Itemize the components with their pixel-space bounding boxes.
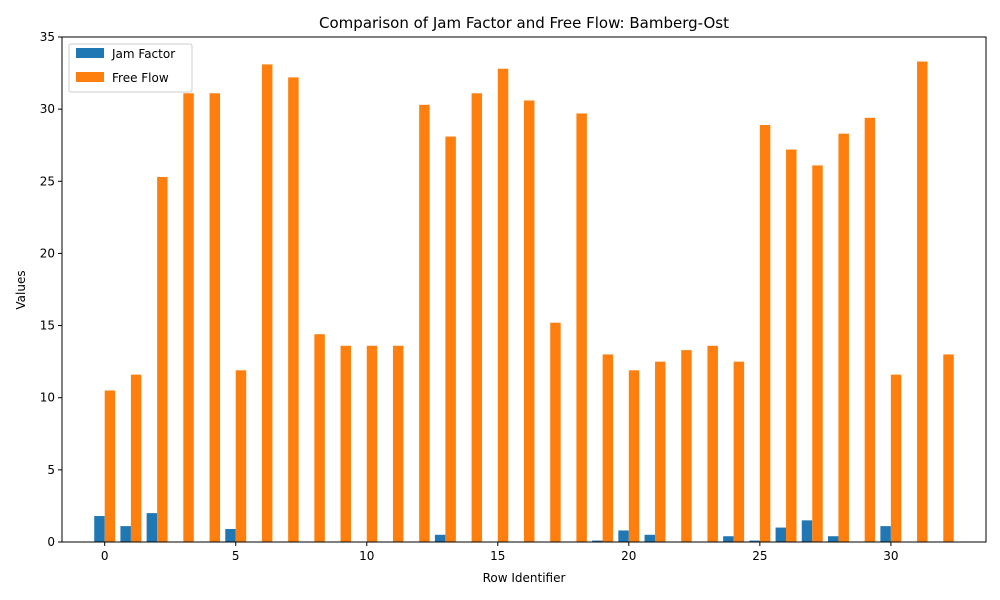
x-tick-label: 10	[359, 549, 374, 563]
bar-free-flow-8	[314, 334, 325, 542]
y-axis-label: Values	[14, 270, 28, 309]
bar-jam-factor-27	[801, 520, 813, 542]
bar-free-flow-1	[130, 374, 142, 542]
bar-free-flow-17	[550, 322, 561, 542]
legend-label-jam-factor: Jam Factor	[111, 47, 175, 61]
legend: Jam Factor Free Flow	[68, 43, 193, 93]
bar-free-flow-11	[392, 345, 404, 542]
legend-swatch-jam-factor	[76, 48, 104, 58]
bar-jam-factor-0	[94, 516, 105, 542]
bar-free-flow-23	[707, 345, 718, 542]
bar-jam-factor-26	[775, 527, 787, 542]
bar-free-flow-13	[445, 136, 456, 542]
bar-free-flow-25	[759, 125, 771, 542]
bar-free-flow-32	[943, 354, 954, 542]
x-tick-label: 15	[490, 549, 505, 563]
bar-jam-factor-28	[827, 536, 839, 542]
y-tick-label: 30	[40, 102, 55, 116]
bar-free-flow-21	[655, 361, 666, 542]
bar-free-flow-4	[209, 93, 221, 543]
bar-jam-factor-20	[618, 530, 629, 542]
bar-jam-factor-1	[120, 526, 131, 542]
y-axis-ticks: 0 5 10 15 20 25 30 35	[40, 30, 62, 549]
bar-free-flow-10	[366, 345, 378, 542]
bar-free-flow-14	[471, 93, 483, 543]
bar-free-flow-22	[681, 350, 692, 542]
plot-frame	[61, 36, 987, 543]
bar-free-flow-5	[235, 370, 247, 542]
bar-jam-factor-24	[723, 536, 734, 542]
bar-free-flow-2	[157, 176, 168, 542]
bar-free-flow-3	[183, 93, 194, 543]
x-tick-label: 5	[232, 549, 240, 563]
x-tick-label: 0	[101, 549, 109, 563]
bar-free-flow-12	[419, 104, 430, 542]
bar-jam-factor-30	[880, 526, 891, 542]
bar-free-flow-27	[812, 165, 823, 542]
x-tick-label: 20	[621, 549, 636, 563]
bar-free-flow-6	[261, 64, 273, 542]
bar-jam-factor-5	[225, 529, 236, 542]
bar-free-flow-30	[890, 374, 902, 542]
bar-jam-factor-21	[644, 534, 656, 542]
bar-free-flow-16	[524, 100, 535, 543]
bar-jam-factor-2	[146, 513, 158, 542]
bar-free-flow-26	[786, 149, 797, 543]
y-tick-label: 5	[47, 463, 55, 477]
bar-free-flow-0	[104, 390, 116, 542]
bar-jam-factor-13	[434, 534, 446, 542]
bar-free-flow-9	[340, 345, 352, 542]
y-tick-label: 15	[40, 319, 55, 333]
chart-title: Comparison of Jam Factor and Free Flow: …	[319, 14, 729, 32]
y-tick-label: 35	[40, 30, 55, 44]
bar-free-flow-15	[497, 68, 509, 543]
legend-swatch-free-flow	[76, 72, 104, 82]
bar-free-flow-28	[838, 133, 849, 543]
bar-free-flow-24	[733, 361, 745, 542]
y-tick-label: 10	[40, 391, 55, 405]
bar-free-flow-20	[628, 370, 640, 542]
x-tick-label: 25	[752, 549, 767, 563]
y-tick-label: 0	[47, 535, 55, 549]
x-axis-label: Row Identifier	[483, 571, 566, 585]
bar-free-flow-19	[602, 354, 614, 542]
bar-free-flow-18	[576, 113, 587, 542]
bar-free-flow-7	[288, 77, 299, 543]
x-tick-label: 30	[883, 549, 898, 563]
bar-free-flow-31	[917, 61, 928, 542]
x-axis-ticks: 0 5 10 15 20 25 30	[101, 542, 899, 563]
bar-jam-factor-19	[592, 540, 603, 542]
y-tick-label: 25	[40, 174, 55, 188]
bar-free-flow-29	[864, 117, 876, 543]
bar-jam-factor-25	[749, 540, 760, 542]
y-tick-label: 20	[40, 246, 55, 260]
legend-label-free-flow: Free Flow	[112, 71, 169, 85]
bars-group	[94, 61, 954, 543]
